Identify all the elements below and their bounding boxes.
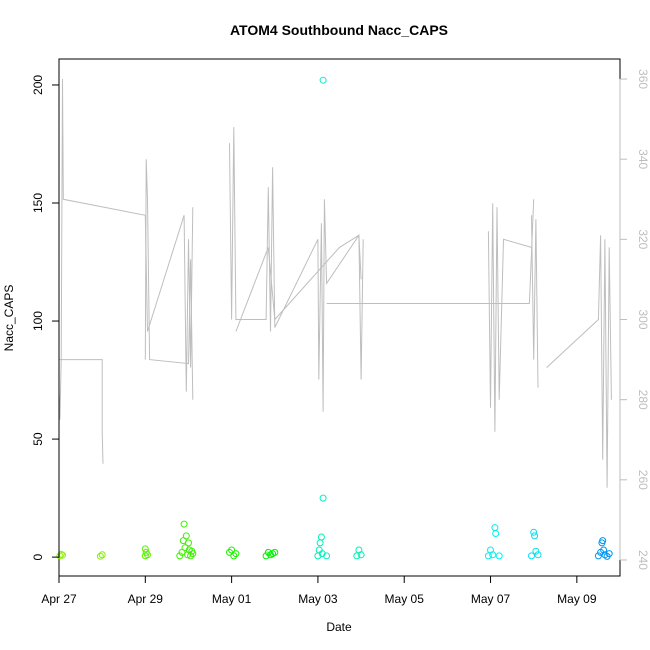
- y-right-tick-label: 280: [636, 390, 650, 410]
- data-point: [96, 552, 104, 560]
- y-axis-label: Nacc_CAPS: [2, 285, 16, 352]
- data-point: [605, 550, 613, 558]
- data-point: [357, 551, 365, 559]
- data-point: [495, 552, 503, 560]
- x-tick-label: May 01: [212, 592, 252, 606]
- x-tick-label: May 09: [557, 592, 597, 606]
- data-point: [323, 552, 331, 560]
- x-tick-label: May 03: [298, 592, 338, 606]
- y-right-tick-label: 260: [636, 470, 650, 490]
- data-point: [262, 552, 270, 560]
- x-tick-label: May 05: [385, 592, 425, 606]
- data-point: [144, 551, 151, 559]
- y-tick-label: 150: [31, 193, 45, 213]
- y-right-tick-label: 340: [636, 149, 650, 169]
- series-line-segment: [531, 215, 539, 388]
- data-point: [600, 546, 608, 554]
- series-line-segment: [487, 203, 532, 432]
- data-point: [599, 537, 607, 545]
- data-point: [228, 546, 236, 554]
- data-point: [532, 547, 540, 555]
- y-tick-label: 50: [31, 432, 45, 446]
- data-point: [230, 552, 238, 560]
- plot-frame: [58, 58, 621, 577]
- series-line-segment: [59, 359, 104, 464]
- data-point: [184, 551, 192, 559]
- data-point: [232, 550, 240, 558]
- data-point: [489, 551, 497, 559]
- data-point: [534, 551, 542, 559]
- data-point: [317, 533, 325, 541]
- data-point: [531, 532, 539, 540]
- data-point: [491, 524, 499, 532]
- data-point: [182, 532, 190, 540]
- x-tick-label: Apr 29: [128, 592, 164, 606]
- y-right-tick-label: 320: [636, 229, 650, 249]
- data-point: [271, 548, 279, 556]
- x-axis-label: Date: [326, 620, 352, 634]
- series-line-segment: [144, 159, 194, 400]
- data-point: [180, 520, 188, 528]
- data-point: [319, 76, 327, 84]
- series-lines: [58, 78, 612, 488]
- data-point: [492, 530, 500, 537]
- data-point: [176, 552, 184, 560]
- series-line-segment: [235, 234, 362, 332]
- y-right-tick-label: 300: [636, 309, 650, 329]
- x-tick-label: Apr 27: [41, 592, 77, 606]
- data-point: [319, 494, 327, 502]
- y-axis-right: 240 260 280 300 320 340 360: [619, 69, 650, 570]
- data-point: [316, 539, 324, 547]
- y-tick-label: 200: [31, 75, 45, 95]
- series-line-segment: [229, 127, 364, 412]
- x-tick-label: May 07: [471, 592, 511, 606]
- series-line-segment: [546, 235, 612, 488]
- data-point: [57, 550, 65, 558]
- data-point: [187, 552, 195, 560]
- series-line-segment: [58, 78, 194, 420]
- data-point: [594, 552, 602, 560]
- y-right-tick-label: 240: [636, 550, 650, 570]
- data-point: [185, 539, 192, 547]
- data-point: [601, 551, 609, 559]
- x-axis: Apr 27 Apr 29 May 01 May 03 May 05 May 07 May …: [41, 575, 597, 606]
- data-point: [353, 552, 361, 560]
- data-point: [530, 528, 538, 536]
- data-point: [528, 552, 535, 560]
- y-tick-label: 100: [31, 311, 45, 331]
- data-point: [98, 551, 106, 559]
- y-right-tick-label: 360: [636, 69, 650, 89]
- data-point: [189, 550, 197, 558]
- data-point: [484, 552, 492, 560]
- y-tick-label: 0: [31, 553, 45, 560]
- chart-title: ATOM4 Southbound Nacc_CAPS: [230, 22, 448, 38]
- series-points: [56, 76, 613, 560]
- y-axis: 0 50 100 150 200: [31, 75, 60, 560]
- data-point: [141, 545, 149, 553]
